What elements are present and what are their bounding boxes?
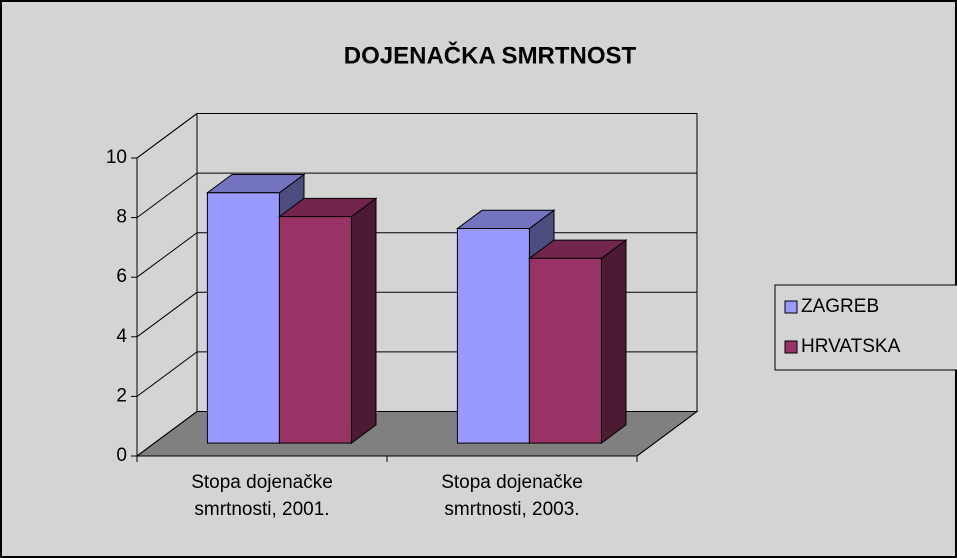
bar-side	[600, 239, 627, 445]
y-tick-label: 6	[116, 266, 127, 287]
bar	[278, 216, 352, 444]
legend-swatch	[784, 340, 798, 354]
y-tick-label: 8	[116, 207, 127, 228]
grid-line	[136, 113, 697, 159]
legend-swatch	[784, 300, 798, 314]
x-tick-label: Stopa dojenačke smrtnosti, 2003.	[441, 472, 583, 520]
y-tick-label: 4	[116, 326, 127, 347]
x-tick-label: Stopa dojenačke smrtnosti, 2001.	[191, 472, 333, 520]
bar	[456, 228, 530, 444]
floor-edge	[636, 411, 698, 457]
y-tick-label: 0	[116, 445, 127, 466]
side-wall	[136, 112, 198, 457]
bar	[528, 257, 602, 444]
chart-title: DOJENAČKA SMRTNOST	[344, 41, 637, 69]
bar	[206, 192, 280, 444]
y-tick-label: 2	[116, 385, 127, 406]
legend-box	[774, 284, 957, 371]
legend-label: ZAGREB	[801, 296, 879, 317]
bar-side	[350, 197, 377, 445]
y-tick-label: 10	[106, 147, 127, 168]
grid-line	[136, 172, 697, 219]
legend-label: HRVATSKA	[801, 336, 901, 357]
